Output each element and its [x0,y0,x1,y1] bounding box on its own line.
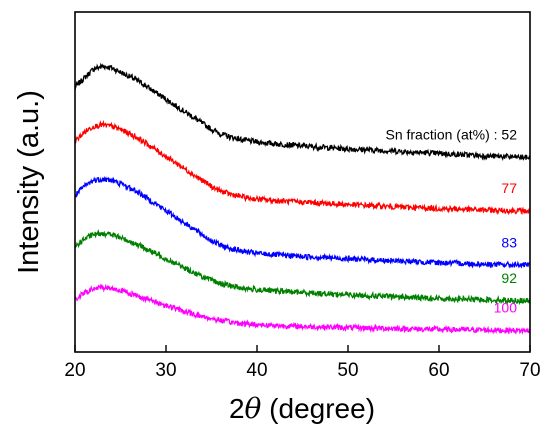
series-label-52: Sn fraction (at%) : 52 [385,127,517,143]
series-label-100: 100 [494,300,518,316]
series-line-77 [74,119,530,216]
series-line-100 [74,283,531,335]
series-label-77: 77 [501,180,517,196]
plot-frame [74,11,531,353]
series-lines [74,62,531,335]
x-axis-title-suffix: (degree) [261,393,375,424]
x-ticks: 20 30 40 50 60 70 [64,345,541,381]
series-line-52 [74,62,531,161]
x-axis-title-prefix: 2 [229,393,245,424]
x-tick-label-20: 20 [64,360,85,381]
series-line-83 [74,175,531,269]
series-labels: Sn fraction (at%) : 52 77 83 92 100 [385,127,517,316]
y-axis-title: Intensity (a.u.) [13,90,45,274]
x-tick-label-50: 50 [337,360,358,381]
x-tick-label-70: 70 [519,360,540,381]
series-line-92 [74,229,531,306]
x-tick-label-60: 60 [428,360,449,381]
series-label-83: 83 [501,234,517,250]
series-label-92: 92 [501,270,517,286]
x-tick-label-40: 40 [246,360,267,381]
x-axis-title-symbol: θ [245,392,262,425]
x-tick-label-30: 30 [155,360,176,381]
x-axis-title: 2θ (degree) [229,392,375,425]
